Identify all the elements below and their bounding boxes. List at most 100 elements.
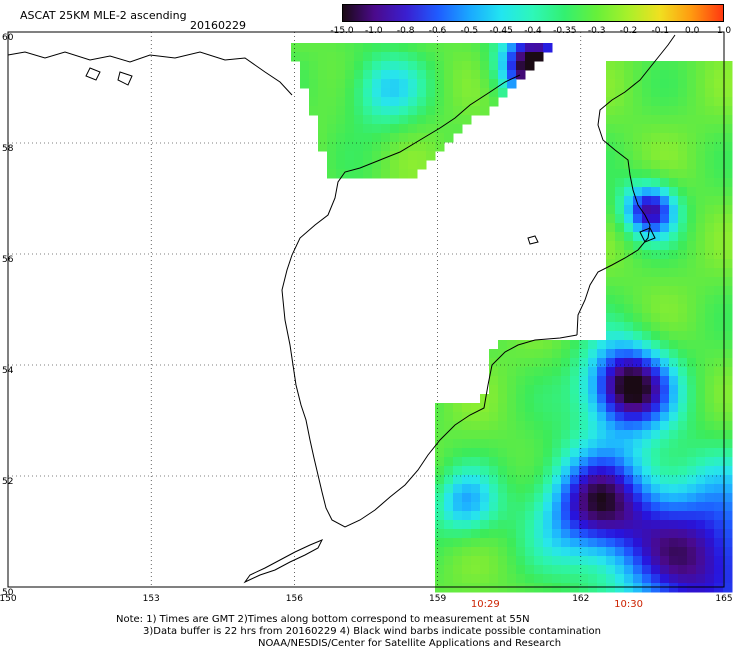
swath-pixel [705, 61, 715, 71]
swath-pixel [525, 520, 535, 530]
swath-pixel [651, 259, 661, 269]
swath-pixel [723, 538, 733, 548]
swath-pixel [318, 124, 328, 134]
swath-pixel [606, 421, 616, 431]
swath-pixel [579, 340, 589, 350]
swath-pixel [453, 430, 463, 440]
swath-pixel [687, 475, 697, 485]
swath-pixel [714, 259, 724, 269]
swath-pixel [345, 97, 355, 107]
swath-pixel [651, 358, 661, 368]
swath-pixel [579, 466, 589, 476]
swath-pixel [480, 52, 490, 62]
swath-pixel [651, 502, 661, 512]
swath-pixel [489, 394, 499, 404]
swath-pixel [714, 79, 724, 89]
swath-pixel [471, 88, 481, 98]
swath-pixel [723, 79, 733, 89]
swath-pixel [516, 385, 526, 395]
swath-pixel [633, 160, 643, 170]
swath-pixel [471, 457, 481, 467]
swath-pixel [696, 223, 706, 233]
swath-pixel [669, 88, 679, 98]
swath-pixel [723, 331, 733, 341]
swath-pixel [390, 88, 400, 98]
swath-pixel [624, 403, 634, 413]
swath-pixel [480, 520, 490, 530]
swath-pixel [516, 502, 526, 512]
swath-pixel [669, 583, 679, 593]
swath-pixel [678, 223, 688, 233]
swath-pixel [354, 43, 364, 53]
swath-pixel [498, 448, 508, 458]
swath-pixel [678, 583, 688, 593]
swath-pixel [543, 358, 553, 368]
swath-pixel [669, 232, 679, 242]
swath-pixel [651, 412, 661, 422]
swath-pixel [435, 133, 445, 143]
swath-pixel [489, 385, 499, 395]
swath-pixel [417, 97, 427, 107]
swath-pixel [498, 358, 508, 368]
swath-pixel [633, 412, 643, 422]
swath-pixel [507, 475, 517, 485]
swath-pixel [633, 394, 643, 404]
swath-pixel [669, 61, 679, 71]
swath-pixel [543, 421, 553, 431]
swath-pixel [525, 403, 535, 413]
swath-pixel [660, 277, 670, 287]
swath-pixel [624, 502, 634, 512]
swath-pixel [417, 79, 427, 89]
swath-pixel [444, 70, 454, 80]
swath-pixel [615, 115, 625, 125]
swath-pixel [498, 88, 508, 98]
swath-pixel [615, 493, 625, 503]
swath-pixel [642, 394, 652, 404]
swath-pixel [642, 313, 652, 323]
swath-pixel [606, 214, 616, 224]
swath-pixel [615, 196, 625, 206]
swath-pixel [633, 214, 643, 224]
swath-pixel [642, 322, 652, 332]
swath-pixel [615, 385, 625, 395]
swath-pixel [606, 313, 616, 323]
swath-pixel [723, 520, 733, 530]
swath-pixel [444, 511, 454, 521]
swath-pixel [606, 196, 616, 206]
swath-pixel [642, 556, 652, 566]
swath-pixel [543, 439, 553, 449]
swath-pixel [687, 97, 697, 107]
swath-pixel [435, 583, 445, 593]
swath-pixel [687, 502, 697, 512]
swath-pixel [534, 448, 544, 458]
swath-pixel [606, 259, 616, 269]
swath-pixel [525, 502, 535, 512]
swath-pixel [408, 133, 418, 143]
swath-pixel [669, 502, 679, 512]
swath-pixel [543, 457, 553, 467]
swath-pixel [606, 403, 616, 413]
swath-pixel [651, 331, 661, 341]
swath-pixel [462, 457, 472, 467]
swath-pixel [453, 106, 463, 116]
swath-pixel [336, 70, 346, 80]
swath-pixel [723, 205, 733, 215]
swath-pixel [579, 547, 589, 557]
swath-pixel [489, 403, 499, 413]
swath-pixel [651, 124, 661, 134]
swath-pixel [498, 61, 508, 71]
swath-pixel [552, 376, 562, 386]
swath-pixel [678, 70, 688, 80]
swath-pixel [696, 475, 706, 485]
swath-pixel [660, 565, 670, 575]
swath-pixel [633, 142, 643, 152]
swath-pixel [561, 529, 571, 539]
swath-pixel [651, 241, 661, 251]
swath-pixel [669, 187, 679, 197]
swath-pixel [651, 367, 661, 377]
swath-pixel [579, 376, 589, 386]
swath-pixel [489, 493, 499, 503]
swath-pixel [588, 466, 598, 476]
swath-pixel [714, 151, 724, 161]
